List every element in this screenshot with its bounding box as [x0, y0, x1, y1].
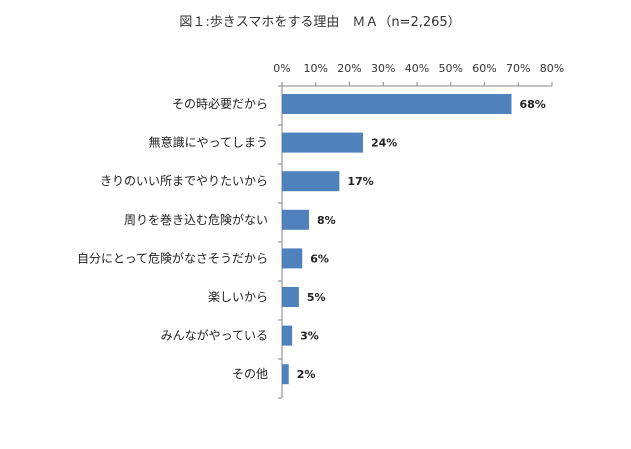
category-label: 楽しいから: [208, 290, 268, 304]
bar: [282, 325, 293, 346]
data-label: 6%: [310, 252, 329, 265]
x-tick-label: 40%: [405, 62, 429, 75]
x-tick-label: 10%: [304, 62, 328, 75]
category-label: その時必要だから: [172, 97, 268, 111]
x-tick-label: 20%: [337, 62, 361, 75]
bar: [282, 364, 289, 385]
x-tick-label: 80%: [540, 62, 564, 75]
x-tick-label: 30%: [371, 62, 395, 75]
data-label: 5%: [307, 291, 326, 304]
data-label: 8%: [317, 214, 336, 227]
category-label: 自分にとって危険がなさそうだから: [77, 250, 268, 265]
bar: [282, 209, 309, 230]
bar: [282, 287, 299, 307]
bar: [282, 171, 340, 192]
data-label: 68%: [520, 98, 546, 111]
category-label: 無意識にやってしまう: [149, 135, 268, 150]
x-tick-label: 50%: [439, 62, 463, 75]
category-label: 周りを巻き込む危険がない: [124, 212, 268, 227]
bar: [282, 248, 303, 269]
category-label: みんながやっている: [161, 328, 268, 343]
category-labels: その時必要だから無意識にやってしまうきりのいい所までやりたいから周りを巻き込む危…: [77, 97, 268, 381]
data-label: 17%: [347, 175, 373, 188]
x-tick-label: 70%: [506, 62, 530, 75]
data-label: 3%: [300, 330, 319, 343]
category-label: きりのいい所までやりたいから: [100, 174, 268, 188]
x-axis-ticks: 0% 10% 20% 30% 40% 50% 60% 70% 80%: [273, 62, 564, 86]
data-label: 2%: [297, 368, 316, 381]
data-label: 24%: [371, 137, 397, 150]
x-tick-label: 60%: [472, 62, 496, 75]
data-labels: 68% 24% 17% 8% 6% 5% 3% 2%: [297, 98, 546, 381]
chart-title: 図１:歩きスマホをする理由 ＭＡ（n=2,265）: [179, 15, 460, 30]
x-tick-label: 0%: [273, 62, 290, 75]
bar: [282, 94, 512, 114]
bars: [282, 94, 512, 385]
bar: [282, 132, 363, 153]
category-label: その他: [232, 367, 268, 381]
